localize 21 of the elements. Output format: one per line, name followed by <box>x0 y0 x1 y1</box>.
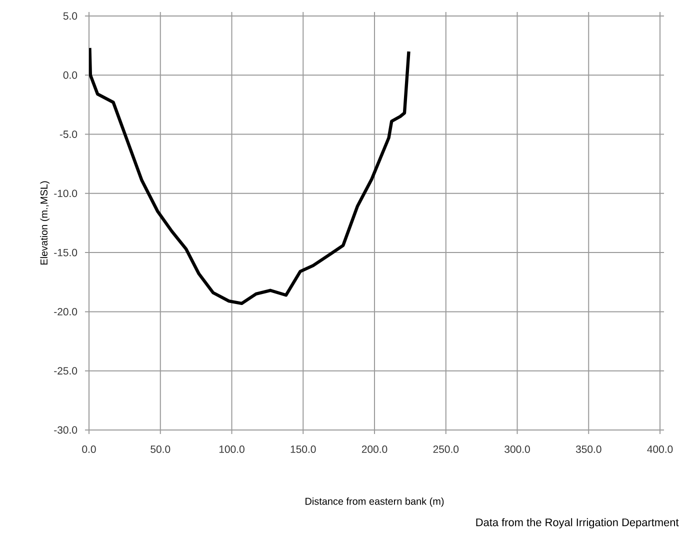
x-tick-label: 300.0 <box>504 446 530 453</box>
x-tick-label: 250.0 <box>433 446 459 453</box>
y-tick-label: 0.0 <box>63 71 78 79</box>
y-tick-label: -15.0 <box>54 248 78 256</box>
x-tick-label: 200.0 <box>362 446 388 453</box>
x-axis-title: Distance from eastern bank (m) <box>306 498 444 507</box>
x-tick-label: 100.0 <box>219 446 244 453</box>
y-tick-label: -25.0 <box>54 367 78 375</box>
y-tick-label: -20.0 <box>54 308 78 316</box>
y-tick-label: -10.0 <box>54 190 78 198</box>
x-tick-label: 350.0 <box>576 446 602 453</box>
text: Data from the Royal Irrigation Department <box>476 518 679 528</box>
x-tick-label: 150.0 <box>290 446 316 453</box>
line-series <box>89 46 410 306</box>
y-tick-label: -5.0 <box>60 130 78 138</box>
x-tick-label: 50.0 <box>150 446 170 453</box>
y-tick-label: 5.0 <box>63 12 78 20</box>
x-tick-label: 0.0 <box>82 446 96 453</box>
y-axis-title: Elevation (m.,MSL) <box>40 181 50 265</box>
x-tick-label: 400.0 <box>647 446 673 453</box>
y-tick-label: -30.0 <box>54 426 78 434</box>
